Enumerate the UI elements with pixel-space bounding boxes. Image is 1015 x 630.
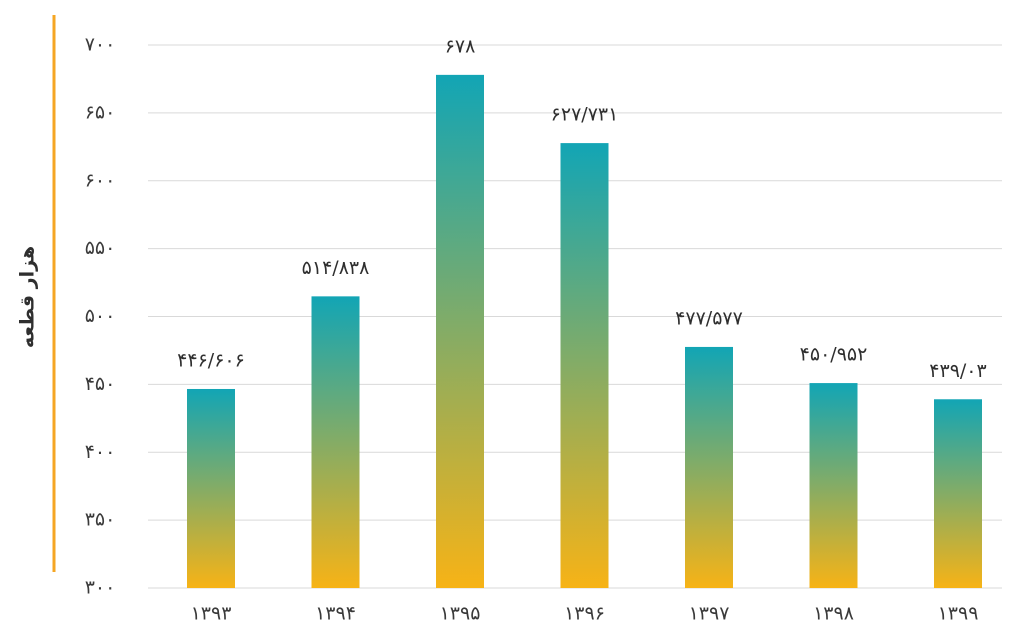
y-axis-label: هزار قطعه [17, 246, 39, 348]
y-tick-label: ۶۰۰ [85, 169, 116, 191]
x-axis-ticks: ۱۳۹۳ ۱۳۹۴ ۱۳۹۵ ۱۳۹۶ ۱۳۹۷ ۱۳۹۸ ۱۳۹۹ [191, 603, 979, 625]
data-labels: ۴۴۶/۶۰۶ ۵۱۴/۸۳۸ ۶۷۸ ۶۲۷/۷۳۱ ۴۷۷/۵۷۷ ۴۵۰/۹۵۲ ۴۳… [177, 35, 987, 381]
data-label: ۶۷۸ [445, 35, 476, 57]
y-tick-label: ۵۰۰ [85, 305, 116, 327]
y-tick-label: ۴۰۰ [85, 441, 116, 463]
data-label: ۶۲۷/۷۳۱ [551, 104, 619, 126]
bar [560, 143, 609, 588]
x-tick-label: ۱۳۹۸ [813, 603, 854, 625]
data-label: ۴۳۹/۰۳ [929, 360, 986, 382]
x-tick-label: ۱۳۹۶ [564, 603, 605, 625]
bars [187, 74, 982, 589]
data-label: ۴۴۶/۶۰۶ [177, 349, 245, 371]
bar [187, 388, 235, 588]
y-tick-label: ۳۵۰ [85, 509, 116, 531]
data-label: ۴۵۰/۹۵۲ [800, 344, 868, 366]
y-axis-ticks: ۳۰۰ ۳۵۰ ۴۰۰ ۴۵۰ ۵۰۰ ۵۵۰ ۶۰۰ ۶۵۰ ۷۰۰ [85, 34, 116, 599]
x-tick-label: ۱۳۹۷ [689, 603, 730, 625]
bar [934, 399, 982, 588]
x-tick-label: ۱۳۹۵ [440, 603, 481, 625]
data-label: ۵۱۴/۸۳۸ [302, 257, 370, 279]
y-tick-label: ۶۵۰ [85, 101, 116, 123]
bar [311, 296, 360, 588]
data-label: ۴۷۷/۵۷۷ [675, 307, 743, 329]
y-tick-label: ۴۵۰ [85, 373, 116, 395]
bar [809, 383, 858, 588]
y-tick-label: ۵۵۰ [85, 237, 116, 259]
bar [685, 346, 733, 588]
y-tick-label: ۷۰۰ [85, 34, 116, 56]
x-tick-label: ۱۳۹۳ [191, 603, 232, 625]
bar [436, 74, 484, 589]
y-tick-label: ۳۰۰ [85, 577, 116, 599]
x-tick-label: ۱۳۹۹ [938, 603, 979, 625]
x-tick-label: ۱۳۹۴ [315, 603, 356, 625]
